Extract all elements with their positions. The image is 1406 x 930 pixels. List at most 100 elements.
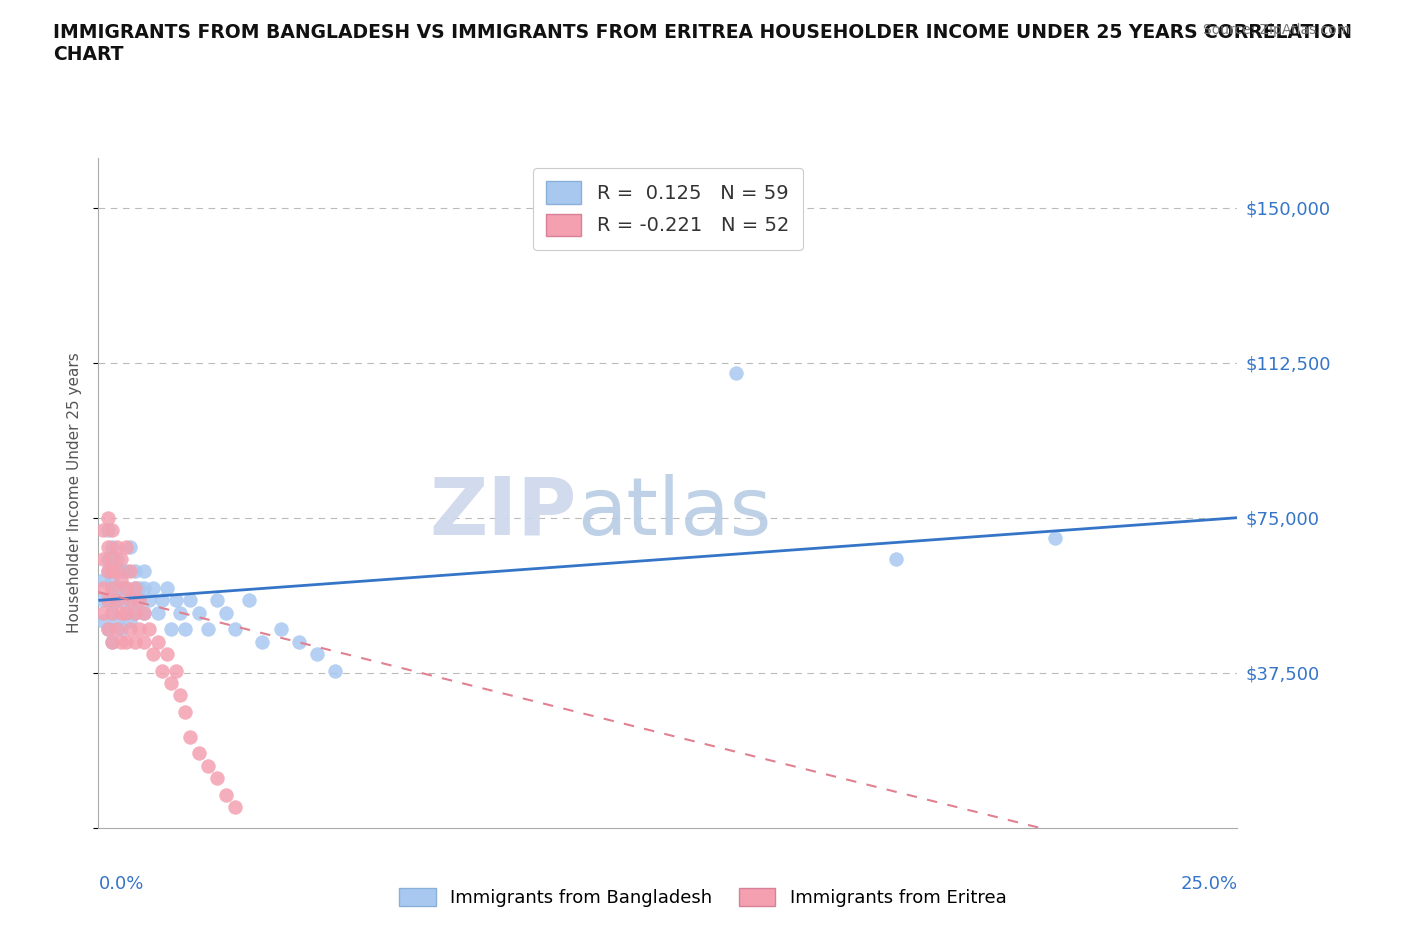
Point <box>110 551 132 566</box>
Point <box>238 593 260 608</box>
Point <box>323 663 346 678</box>
Point <box>132 605 155 620</box>
Point <box>165 593 187 608</box>
Point <box>110 572 132 587</box>
Point <box>128 593 150 608</box>
Point <box>725 365 748 380</box>
Point <box>91 572 114 587</box>
Point <box>120 593 142 608</box>
Point <box>224 622 246 637</box>
Point <box>165 663 187 678</box>
Point <box>128 593 150 608</box>
Point <box>110 605 132 620</box>
Point <box>105 551 128 566</box>
Legend: R =  0.125   N = 59, R = -0.221   N = 52: R = 0.125 N = 59, R = -0.221 N = 52 <box>533 167 803 249</box>
Point <box>96 593 118 608</box>
Point <box>101 551 124 566</box>
Text: 0.0%: 0.0% <box>98 874 143 893</box>
Point <box>128 580 150 595</box>
Point <box>205 593 228 608</box>
Point <box>160 675 183 690</box>
Point <box>96 523 118 538</box>
Point <box>101 539 124 554</box>
Point <box>215 605 238 620</box>
Point <box>101 572 124 587</box>
Point <box>105 564 128 578</box>
Point <box>91 593 114 608</box>
Point <box>96 593 118 608</box>
Text: IMMIGRANTS FROM BANGLADESH VS IMMIGRANTS FROM ERITREA HOUSEHOLDER INCOME UNDER 2: IMMIGRANTS FROM BANGLADESH VS IMMIGRANTS… <box>53 23 1353 64</box>
Point <box>114 605 136 620</box>
Point <box>114 539 136 554</box>
Point <box>205 771 228 786</box>
Point <box>110 580 132 595</box>
Point <box>132 634 155 649</box>
Point <box>142 646 165 661</box>
Point <box>160 622 183 637</box>
Point <box>197 622 219 637</box>
Point <box>96 551 118 566</box>
Point <box>156 580 179 595</box>
Point <box>101 605 124 620</box>
Point <box>91 580 114 595</box>
Legend: Immigrants from Bangladesh, Immigrants from Eritrea: Immigrants from Bangladesh, Immigrants f… <box>391 879 1015 916</box>
Point <box>101 564 124 578</box>
Point <box>124 605 146 620</box>
Point <box>105 593 128 608</box>
Point <box>138 593 160 608</box>
Point <box>105 622 128 637</box>
Point <box>105 580 128 595</box>
Point <box>101 523 124 538</box>
Point <box>120 614 142 629</box>
Point <box>187 746 209 761</box>
Point <box>120 622 142 637</box>
Point <box>101 605 124 620</box>
Point <box>110 593 132 608</box>
Point <box>120 539 142 554</box>
Point <box>114 580 136 595</box>
Point <box>110 564 132 578</box>
Point <box>142 580 165 595</box>
Point <box>169 688 191 703</box>
Point <box>307 646 329 661</box>
Point <box>110 634 132 649</box>
Point <box>96 564 118 578</box>
Point <box>138 622 160 637</box>
Point <box>120 564 142 578</box>
Point <box>110 622 132 637</box>
Point <box>114 580 136 595</box>
Point <box>101 634 124 649</box>
Point <box>124 634 146 649</box>
Point <box>105 539 128 554</box>
Point <box>124 580 146 595</box>
Point <box>114 634 136 649</box>
Point <box>96 511 118 525</box>
Point <box>101 580 124 595</box>
Point <box>146 605 169 620</box>
Point <box>1043 531 1066 546</box>
Point <box>270 622 292 637</box>
Point <box>96 564 118 578</box>
Point <box>132 605 155 620</box>
Point <box>114 564 136 578</box>
Point <box>124 580 146 595</box>
Point <box>132 580 155 595</box>
Point <box>101 580 124 595</box>
Text: Source: ZipAtlas.com: Source: ZipAtlas.com <box>1202 23 1350 37</box>
Text: atlas: atlas <box>576 474 770 552</box>
Point <box>187 605 209 620</box>
Point <box>150 593 173 608</box>
Point <box>96 539 118 554</box>
Point <box>101 634 124 649</box>
Point <box>114 605 136 620</box>
Point <box>215 787 238 802</box>
Point <box>224 800 246 815</box>
Point <box>105 593 128 608</box>
Text: ZIP: ZIP <box>429 474 576 552</box>
Point <box>146 634 169 649</box>
Point <box>91 614 114 629</box>
Point <box>91 523 114 538</box>
Point <box>128 622 150 637</box>
Point <box>179 729 201 744</box>
Point <box>150 663 173 678</box>
